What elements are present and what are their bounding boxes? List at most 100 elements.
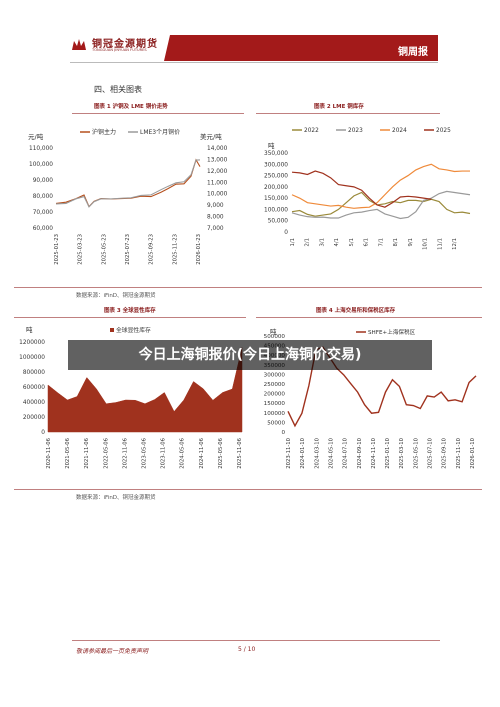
chart3-y-tick-5: 1000000 (19, 355, 45, 361)
chart2-x-tick-10: 11/1 (437, 238, 443, 250)
chart2-legend-label-2: 2024 (392, 128, 407, 134)
chart3-x-tick-3: 2022-05-06 (103, 437, 109, 468)
chart1-x-tick-2: 2025-05-23 (101, 234, 107, 265)
brand-subtitle: TONGGUAN JINYUAN FUTURES (92, 48, 147, 52)
chart4-x-tick-1: 2024-01-10 (300, 437, 306, 468)
chart1-series-1 (55, 159, 201, 208)
chart2-y-tick-3: 150,000 (264, 196, 288, 202)
chart4-x-tick-2: 2024-03-10 (314, 437, 320, 468)
brand-logo: 铜冠金源期货 TONGGUAN JINYUAN FUTURES (70, 34, 185, 60)
report-header: 铜冠金源期货 TONGGUAN JINYUAN FUTURES 铜周报 (0, 0, 500, 63)
chart1-yleft-tick-0: 60,000 (33, 226, 54, 232)
chart2-x-tick-9: 10/1 (423, 238, 429, 250)
chart1-yright-tick-2: 9,000 (207, 203, 224, 209)
chart2-y-tick-2: 100,000 (264, 207, 288, 213)
chart3-x-tick-2: 2021-11-06 (84, 437, 90, 468)
chart4-x-tick-13: 2026-01-10 (470, 437, 476, 468)
chart4-legend-label: SHFE+上海保税区 (368, 328, 416, 336)
chart1-yright-tick-0: 7,000 (207, 226, 224, 232)
chart3-ylabel: 吨 (26, 325, 33, 334)
chart3-x-tick-4: 2022-11-06 (122, 437, 128, 468)
figure-3-title: 图表 3 全球显性库存 (104, 308, 156, 314)
chart2-series-0 (291, 191, 471, 217)
figure-2-rule (256, 113, 440, 114)
title-overlay-banner: 今日上海铜报价(今日上海铜价交易) (68, 340, 432, 370)
chart2-ylabel: 吨 (268, 141, 275, 150)
chart4-y-tick-5: 250000 (264, 382, 286, 388)
chart1-yleft-tick-2: 80,000 (33, 194, 54, 200)
chart4-x-tick-7: 2025-01-10 (385, 437, 391, 468)
chart3-x-tick-1: 2021-05-06 (65, 437, 71, 468)
figure-3-source: 数据来源：iFinD、铜冠金源期货 (76, 495, 156, 501)
disclaimer-note: 敬请参阅最后一页免责声明 (76, 648, 149, 655)
chart4-y-tick-2: 100000 (264, 411, 286, 417)
chart4-x-tick-6: 2024-11-10 (371, 437, 377, 468)
chart2-x-tick-5: 6/1 (364, 238, 370, 247)
chart3-x-tick-8: 2024-11-06 (199, 437, 205, 468)
chart1-legend-label-0: 沪铜主力 (92, 128, 116, 136)
chart3-area-series (47, 347, 243, 433)
chart-copper-price: 元/吨 美元/吨 60,000 70,000 80,000 90,000 100,000 11… (28, 128, 228, 265)
figure-3-rule (14, 317, 246, 318)
chart2-x-tick-8: 9/1 (408, 238, 414, 247)
section-title: 四、相关图表 (94, 85, 142, 94)
chart4-y-tick-6: 300000 (264, 372, 286, 378)
chart3-y-tick-1: 200000 (23, 415, 45, 421)
chart3-legend-swatch (110, 328, 114, 332)
chart1-yright-tick-6: 13,000 (207, 157, 228, 163)
figure-1-title: 图表 1 沪铜及 LME 铜价走势 (94, 104, 168, 110)
chart2-y-tick-5: 250,000 (264, 174, 288, 180)
chart1-yleft-tick-4: 100,000 (29, 162, 53, 168)
chart3-x-tick-9: 2025-05-06 (218, 437, 224, 468)
chart2-x-tick-7: 8/1 (393, 238, 399, 247)
chart-global-inventory: 吨 0 200000 400000 600000 800000 1000000 1200000… (19, 325, 243, 469)
chart1-x-tick-1: 2025-03-23 (78, 234, 84, 265)
chart4-x-tick-11: 2025-09-10 (442, 437, 448, 468)
chart4-x-tick-0: 2023-11-10 (286, 437, 292, 468)
chart4-y-tick-4: 200000 (264, 392, 286, 398)
chart3-y-tick-6: 1200000 (19, 340, 45, 346)
overlay-title: 今日上海铜报价(今日上海铜价交易) (138, 347, 362, 363)
row-2-rule (14, 489, 482, 490)
chart2-x-tick-3: 4/1 (334, 238, 340, 247)
chart3-x-tick-5: 2023-05-06 (142, 437, 148, 468)
chart4-x-tick-12: 2025-11-10 (456, 437, 462, 468)
chart1-ylabel-right: 美元/吨 (200, 132, 222, 141)
chart3-x-tick-10: 2025-11-06 (237, 437, 243, 468)
chart4-y-tick-1: 50000 (267, 420, 285, 426)
chart4-ylabel: 吨 (270, 327, 277, 336)
chart2-y-tick-6: 300,000 (264, 162, 288, 168)
chart1-yright-tick-7: 14,000 (207, 146, 228, 152)
figure-4-title: 图表 4 上海交易所和保税区库存 (316, 308, 396, 314)
figure-1-rule (72, 113, 244, 114)
chart1-yright-tick-5: 12,000 (207, 169, 228, 175)
chart2-x-tick-0: 1/1 (290, 238, 296, 247)
chart4-y-tick-0: 0 (281, 430, 285, 436)
figure-4-rule (256, 317, 482, 318)
chart2-legend-label-1: 2023 (348, 128, 363, 134)
figure-2-title: 图表 2 LME 铜库存 (314, 104, 364, 110)
header-red-bar (164, 35, 438, 61)
chart4-y-tick-3: 150000 (264, 401, 286, 407)
chart1-x-tick-6: 2026-01-23 (196, 234, 202, 265)
chart4-y-tick-10: 500000 (264, 334, 286, 340)
figure-1-source: 数据来源：iFinD、铜冠金源期货 (76, 293, 156, 299)
chart3-x-tick-6: 2023-11-06 (161, 437, 167, 468)
chart1-yright-tick-4: 11,000 (207, 180, 228, 186)
chart3-x-tick-0: 2020-11-06 (46, 437, 52, 468)
chart2-x-tick-6: 7/1 (378, 238, 384, 247)
chart3-legend-label: 全球显性库存 (116, 326, 151, 334)
footer-rule (72, 640, 440, 641)
chart1-x-tick-4: 2025-09-23 (149, 234, 155, 265)
page-number: 5 / 10 (238, 646, 256, 653)
report-title: 铜周报 (398, 47, 428, 58)
chart1-yleft-tick-3: 90,000 (33, 178, 54, 184)
chart1-x-tick-0: 2025-01-23 (54, 234, 60, 265)
chart2-x-tick-11: 12/1 (452, 238, 458, 250)
chart2-y-tick-4: 200,000 (264, 185, 288, 191)
chart2-x-tick-2: 3/1 (319, 238, 325, 247)
chart3-x-tick-7: 2024-05-06 (180, 437, 186, 468)
chart1-x-tick-3: 2025-07-23 (125, 234, 131, 265)
chart1-yright-tick-3: 10,000 (207, 192, 228, 198)
brand-name: 铜冠金源期货 (92, 39, 158, 50)
